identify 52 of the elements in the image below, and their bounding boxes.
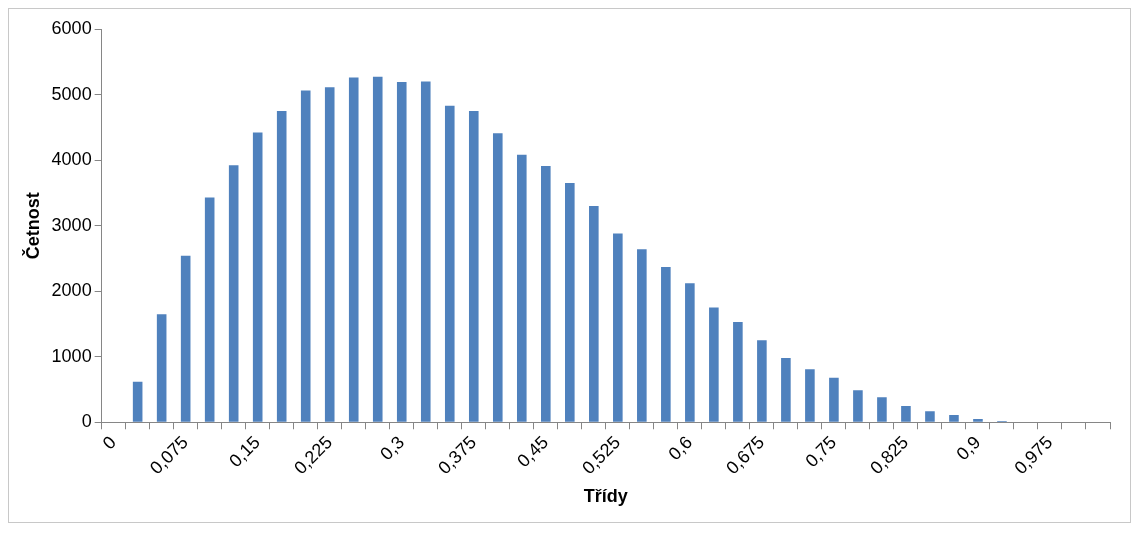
bar	[468, 110, 479, 422]
x-tick-label: 0,75	[801, 432, 841, 472]
bar	[372, 76, 383, 422]
bar	[685, 283, 695, 422]
y-tick-label: 0	[81, 411, 92, 432]
bar	[541, 165, 551, 422]
x-tick-label: 0,6	[664, 432, 697, 464]
bar	[180, 255, 191, 422]
y-tick-label: 1000	[51, 345, 92, 366]
bar	[276, 110, 287, 422]
bar	[805, 369, 815, 422]
y-axis-title: Četnost	[21, 192, 43, 260]
bar	[396, 82, 407, 422]
bar	[877, 397, 887, 422]
bar	[156, 314, 167, 422]
y-tick-label: 3000	[51, 214, 92, 235]
bar	[324, 87, 335, 422]
y-tick-label: 2000	[51, 280, 92, 301]
bar	[781, 358, 791, 422]
bar	[492, 133, 503, 422]
bar	[637, 249, 647, 422]
bar	[757, 340, 767, 422]
bar	[420, 81, 431, 422]
x-tick-label: 0	[98, 432, 120, 454]
bar	[973, 419, 983, 422]
bar	[132, 381, 143, 422]
x-tick-label: 0,45	[513, 432, 553, 472]
bar	[853, 390, 863, 422]
y-tick-label: 5000	[51, 83, 92, 104]
bar	[661, 266, 671, 422]
bar	[348, 77, 359, 422]
x-tick-label: 0,9	[952, 432, 985, 464]
x-tick-label: 0,3	[376, 432, 409, 464]
bar	[444, 105, 455, 422]
bar	[925, 411, 935, 422]
bar	[829, 377, 839, 422]
bar	[733, 321, 743, 422]
x-axis-title: Třídy	[583, 486, 628, 507]
bar	[589, 205, 599, 422]
bar	[709, 307, 719, 422]
bar	[901, 405, 911, 422]
bar	[516, 154, 527, 422]
bar	[252, 132, 263, 422]
bar	[300, 90, 311, 422]
bar	[228, 165, 239, 422]
bar	[565, 183, 575, 422]
x-tick-label: 0,15	[225, 432, 265, 472]
bar	[949, 415, 959, 422]
y-tick-label: 6000	[51, 17, 92, 38]
bar	[613, 233, 623, 422]
y-tick-label: 4000	[51, 149, 92, 170]
bar	[204, 197, 215, 422]
